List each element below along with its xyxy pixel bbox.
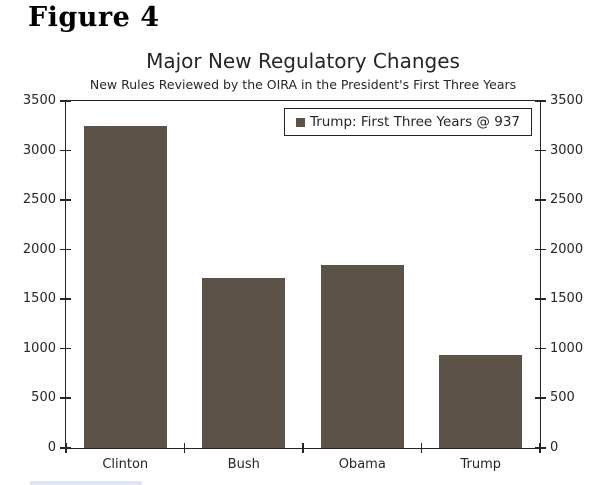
y-tick-left [60, 248, 71, 251]
x-tick [183, 443, 185, 453]
y-axis-tick-label-right: 1000 [550, 340, 584, 356]
y-axis-tick-label-left: 500 [31, 390, 56, 406]
chart-subtitle: New Rules Reviewed by the OIRA in the Pr… [89, 77, 517, 92]
x-tick [65, 443, 67, 453]
y-axis-tick-label-left: 1000 [22, 340, 56, 356]
legend-swatch-icon [295, 117, 305, 127]
bar-clinton [83, 125, 167, 448]
y-axis-tick-label-left: 0 [47, 440, 56, 455]
y-axis-tick-label-left: 3500 [22, 93, 56, 108]
x-axis-tick-label: Trump [460, 457, 502, 472]
bar-obama [320, 264, 404, 448]
y-tick-right [535, 149, 546, 152]
y-axis-tick-label-left: 3000 [22, 142, 56, 158]
x-axis-tick-label: Obama [338, 457, 386, 472]
legend: Trump: First Three Years @ 937 [283, 108, 532, 136]
y-tick-right [535, 397, 546, 399]
plot-area: Trump: First Three Years @ 937 0 0 500 500 1… [23, 93, 583, 472]
y-tick-left [60, 199, 71, 201]
y-tick-right [535, 298, 546, 300]
y-axis-tick-label-left: 2000 [22, 241, 56, 257]
y-tick-left [60, 100, 71, 102]
x-axis-tick-label: Bush [227, 457, 260, 472]
legend-label: Trump: First Three Years @ 937 [309, 114, 520, 130]
y-tick-right [535, 447, 546, 449]
x-tick [539, 443, 541, 453]
y-axis-tick-label-right: 3000 [550, 142, 584, 158]
y-tick-right [535, 199, 546, 201]
y-axis-tick-label-right: 2500 [550, 192, 584, 208]
x-tick [302, 443, 304, 453]
x-tick [420, 443, 422, 453]
y-tick-right [535, 248, 546, 251]
y-tick-right [535, 347, 546, 350]
y-tick-left [60, 298, 71, 300]
clipped-text-remnant [30, 481, 142, 485]
x-axis-tick-label: Clinton [102, 457, 149, 472]
y-axis-tick-label-left: 2500 [22, 192, 56, 208]
bar-trump [439, 355, 523, 448]
chart-title: Major New Regulatory Changes [146, 49, 460, 73]
y-tick-left [60, 347, 71, 350]
y-axis-tick-label-right: 1500 [550, 291, 584, 307]
y-tick-right [535, 100, 546, 102]
y-axis-tick-label-right: 0 [550, 440, 559, 455]
y-axis-tick-label-right: 2000 [550, 241, 584, 257]
figure-label: Figure 4 [28, 2, 160, 33]
bar-bush [202, 278, 286, 448]
y-axis-tick-label-left: 1500 [22, 291, 56, 307]
y-axis-tick-label-right: 500 [550, 390, 575, 406]
y-axis-tick-label-right: 3500 [550, 93, 584, 108]
y-tick-left [60, 397, 71, 399]
y-tick-left [60, 149, 71, 152]
